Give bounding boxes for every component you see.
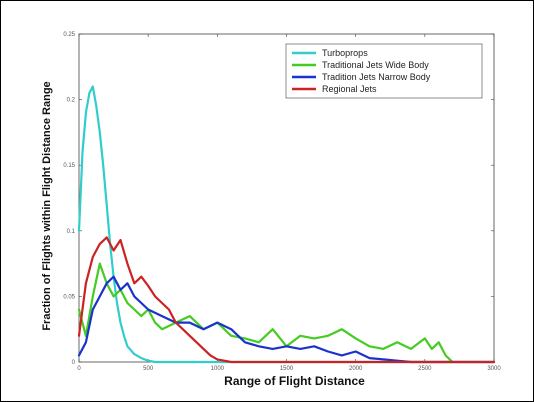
y-tick-label: 0.15 [63,163,75,169]
legend-label: Turboprops [322,48,368,58]
x-tick-label: 2000 [349,366,363,372]
x-tick-label: 500 [143,366,154,372]
y-tick-label: 0.2 [67,98,76,104]
legend-label: Regional Jets [322,84,377,94]
legend-label: Tradition Jets Narrow Body [322,72,431,82]
y-tick-label: 0.05 [63,294,75,300]
y-tick-label: 0.25 [63,32,75,38]
legend: Turboprops Traditional Jets Wide Body Trad… [286,44,482,98]
legend-label: Traditional Jets Wide Body [322,60,429,70]
x-axis-title: Range of Flight Distance [224,374,365,388]
x-tick-label: 3000 [487,366,501,372]
y-tick-label: 0.1 [67,229,76,235]
x-tick-label: 2500 [418,366,432,372]
y-axis-title: Fraction of Flights within Flight Distan… [41,81,53,330]
x-tick-label: 0 [77,366,81,372]
y-tick-label: 0 [72,360,76,366]
x-tick-label: 1500 [280,366,294,372]
x-tick-label: 1000 [211,366,225,372]
